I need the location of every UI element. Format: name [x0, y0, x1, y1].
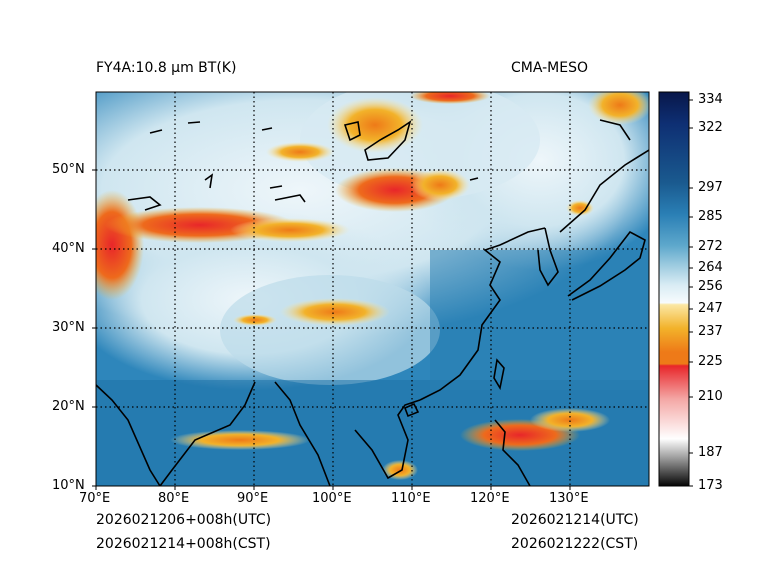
lon-label: 80°E: [158, 491, 190, 506]
lon-label: 110°E: [391, 491, 431, 506]
map-title: FY4A:10.8 μm BT(K): [96, 60, 237, 76]
lat-label: 40°N: [52, 241, 85, 256]
colorbar-label: 210: [698, 389, 723, 404]
model-label: CMA-MESO: [511, 60, 589, 76]
lon-label: 100°E: [312, 491, 352, 506]
colorbar-label: 264: [698, 260, 723, 275]
colorbar-frame: [658, 91, 690, 487]
lon-label: 70°E: [79, 491, 111, 506]
lon-label: 130°E: [549, 491, 589, 506]
lat-label: 30°N: [52, 320, 85, 335]
lon-label: 120°E: [470, 491, 510, 506]
init-time-cst: 2026021214+008h(CST): [96, 536, 271, 552]
axis-ticks: [92, 169, 571, 490]
init-time-utc: 2026021206+008h(UTC): [96, 512, 272, 528]
colorbar-label: 297: [698, 180, 723, 195]
colorbar: [659, 92, 689, 486]
colorbar-label: 285: [698, 209, 723, 224]
lat-label: 50°N: [52, 162, 85, 177]
lon-label: 90°E: [237, 491, 269, 506]
colorbar-label: 173: [698, 478, 723, 493]
colorbar-label: 322: [698, 120, 723, 135]
colorbar-label: 256: [698, 279, 723, 294]
valid-time-utc: 2026021214(UTC): [511, 512, 639, 528]
colorbar-label: 237: [698, 324, 723, 339]
lat-label: 20°N: [52, 399, 85, 414]
colorbar-label: 272: [698, 239, 723, 254]
colorbar-label: 187: [698, 445, 723, 460]
brightness-temperature-field: [96, 92, 649, 486]
coastlines: [96, 119, 649, 486]
valid-time-cst: 2026021222(CST): [511, 536, 639, 552]
colorbar-label: 247: [698, 301, 723, 316]
colorbar-ticks: [689, 99, 693, 487]
colorbar-label: 225: [698, 354, 723, 369]
lat-label: 10°N: [52, 478, 85, 493]
map-frame: [95, 91, 650, 487]
colorbar-label: 334: [698, 92, 723, 107]
